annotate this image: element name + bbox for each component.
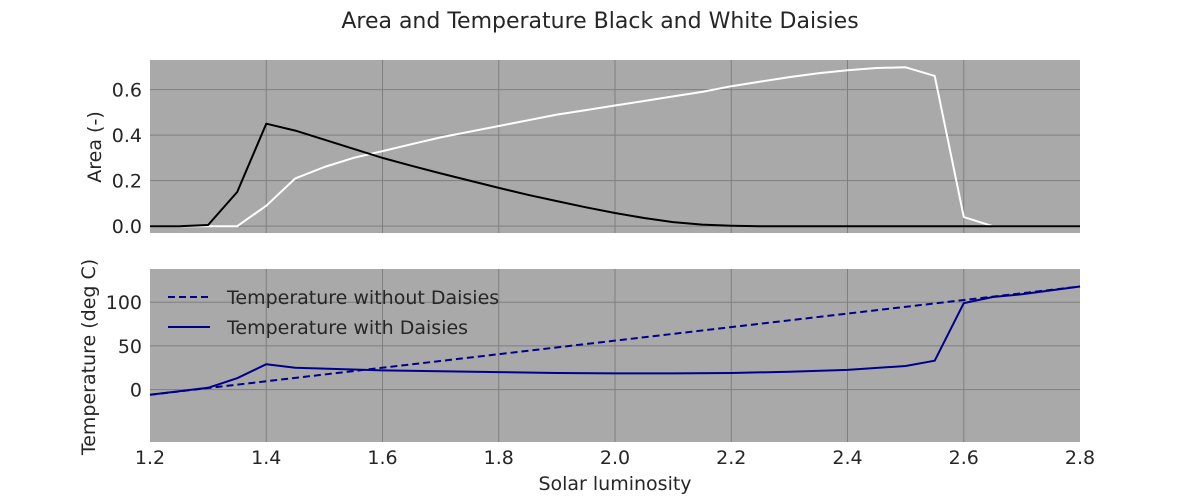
x-tick-label: 2.4 (832, 447, 862, 469)
x-axis-ticks: 1.2 1.4 1.6 1.8 2.0 2.2 2.4 2.6 2.8 (135, 447, 1095, 469)
x-tick-label: 2.8 (1065, 447, 1095, 469)
y-tick-label: 100 (106, 292, 142, 314)
series-line-0-0 (150, 66, 1080, 228)
x-tick-label: 2.0 (600, 447, 630, 469)
chart-title: Area and Temperature Black and White Dai… (341, 9, 858, 34)
legend-label-with-daisies: Temperature with Daisies (226, 317, 468, 339)
series-line-1-0 (149, 285, 1081, 396)
x-tick-label: 1.6 (367, 447, 397, 469)
y-tick-label: 50 (118, 336, 142, 358)
x-axis-label: Solar luminosity (538, 473, 691, 495)
temperature-panel: 0 50 100 Temperature (deg C) Temperature w… (78, 259, 1081, 456)
x-tick-label: 2.2 (716, 447, 746, 469)
x-tick-label: 1.2 (135, 447, 165, 469)
area-panel: 0.0 0.2 0.4 0.6 Area (-) (84, 60, 1080, 238)
series-line-1-1 (149, 285, 1081, 396)
y-tick-label: 0.2 (112, 171, 142, 193)
area-ylabel: Area (-) (84, 111, 106, 182)
legend-label-without-daisies: Temperature without Daisies (226, 287, 499, 309)
area-grid (150, 60, 1080, 233)
area-series (150, 66, 1080, 228)
area-yticks: 0.0 0.2 0.4 0.6 (112, 80, 142, 239)
y-tick-label: 0.0 (112, 216, 142, 238)
x-tick-label: 1.4 (251, 447, 281, 469)
temperature-grid (150, 269, 1080, 442)
temperature-series (149, 285, 1081, 396)
y-tick-label: 0 (130, 380, 142, 402)
temperature-yticks: 0 50 100 (106, 292, 142, 401)
y-tick-label: 0.4 (112, 125, 142, 147)
series-line-0-1 (150, 122, 1080, 228)
y-tick-label: 0.6 (112, 80, 142, 102)
x-tick-label: 2.6 (949, 447, 979, 469)
legend: Temperature without Daisies Temperature … (168, 287, 499, 339)
x-tick-label: 1.8 (484, 447, 514, 469)
temperature-ylabel: Temperature (deg C) (78, 259, 100, 456)
